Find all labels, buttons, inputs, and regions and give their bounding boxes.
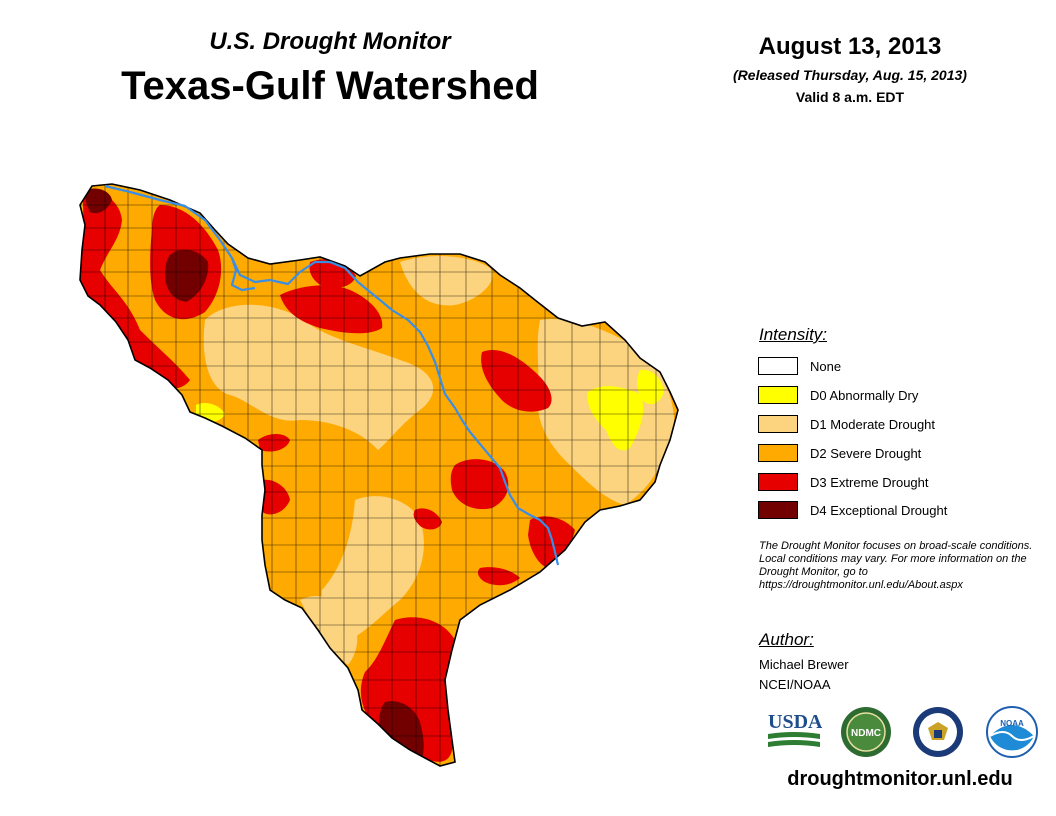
legend-swatch-d4 [758, 501, 798, 519]
legend-item-d4: D4 Exceptional Drought [758, 499, 947, 521]
legend-swatch-none [758, 357, 798, 375]
author-name: Michael Brewer [759, 657, 849, 672]
usda-logo: USDA [768, 711, 822, 747]
noaa-logo-text: NOAA [1000, 719, 1024, 728]
legend-label-d1: D1 Moderate Drought [810, 416, 936, 432]
legend-swatch-d2 [758, 444, 798, 462]
d1-moderate-area-northeast [400, 256, 493, 306]
legend-item-d0: D0 Abnormally Dry [758, 384, 918, 406]
valid-time: Valid 8 a.m. EDT [795, 89, 905, 105]
map-subtitle: U.S. Drought Monitor [209, 28, 451, 55]
d4-exceptional-area-panhandle-nw [85, 188, 112, 214]
rivers [104, 184, 560, 566]
legend-item-d3: D3 Extreme Drought [758, 471, 929, 493]
legend-swatch-d1 [758, 415, 798, 433]
d3-extreme-area-west [259, 479, 290, 515]
d0-dry-area-northeast [637, 369, 664, 405]
footer-url[interactable]: droughtmonitor.unl.edu [787, 768, 1013, 790]
d1-moderate-area-central [203, 304, 434, 450]
map-date: August 13, 2013 [758, 33, 942, 60]
d3-extreme-area-coast [477, 567, 520, 586]
noaa-logo: NOAA [986, 706, 1038, 758]
author-org: NCEI/NOAA [759, 677, 831, 692]
d0-dry-area-east [587, 386, 644, 451]
watershed-map [79, 183, 679, 767]
legend-label-d2: D2 Severe Drought [810, 445, 922, 461]
release-date: (Released Thursday, Aug. 15, 2013) [733, 67, 967, 83]
d4-exceptional-area-south [379, 701, 424, 762]
d3-extreme-area-central [450, 459, 509, 510]
d3-extreme-area-east-central [481, 350, 552, 412]
d3-extreme-area-west-small [258, 434, 290, 452]
legend-label-none: None [810, 358, 842, 374]
legend-title: Intensity: [759, 325, 828, 344]
d3-extreme-area-north [280, 285, 383, 334]
ndmc-logo: NDMC [841, 707, 891, 757]
legend-label-d4: D4 Exceptional Drought [810, 502, 948, 518]
usda-logo-text: USDA [768, 711, 822, 733]
legend-item-d2: D2 Severe Drought [758, 442, 921, 464]
d1-moderate-area-south [321, 496, 424, 640]
map-title: Texas-Gulf Watershed [121, 64, 539, 108]
main-river [104, 184, 560, 566]
legend-item-none: None [758, 355, 841, 377]
legend-swatch-d0 [758, 386, 798, 404]
d1-moderate-area-southwest [300, 595, 358, 665]
legend-label-d0: D0 Abnormally Dry [810, 387, 919, 403]
legend-item-d1: D1 Moderate Drought [758, 413, 935, 435]
author-heading: Author: [759, 630, 814, 649]
disclaimer-note: The Drought Monitor focuses on broad-sca… [759, 540, 1033, 591]
commerce-seal [913, 707, 963, 757]
d3-extreme-area-panhandle-west [80, 189, 190, 389]
legend-swatch-d3 [758, 473, 798, 491]
ndmc-logo-text: NDMC [851, 728, 881, 739]
d3-extreme-area-small-central [413, 508, 442, 530]
tributary-north [230, 257, 256, 292]
legend-label-d3: D3 Extreme Drought [810, 474, 929, 490]
